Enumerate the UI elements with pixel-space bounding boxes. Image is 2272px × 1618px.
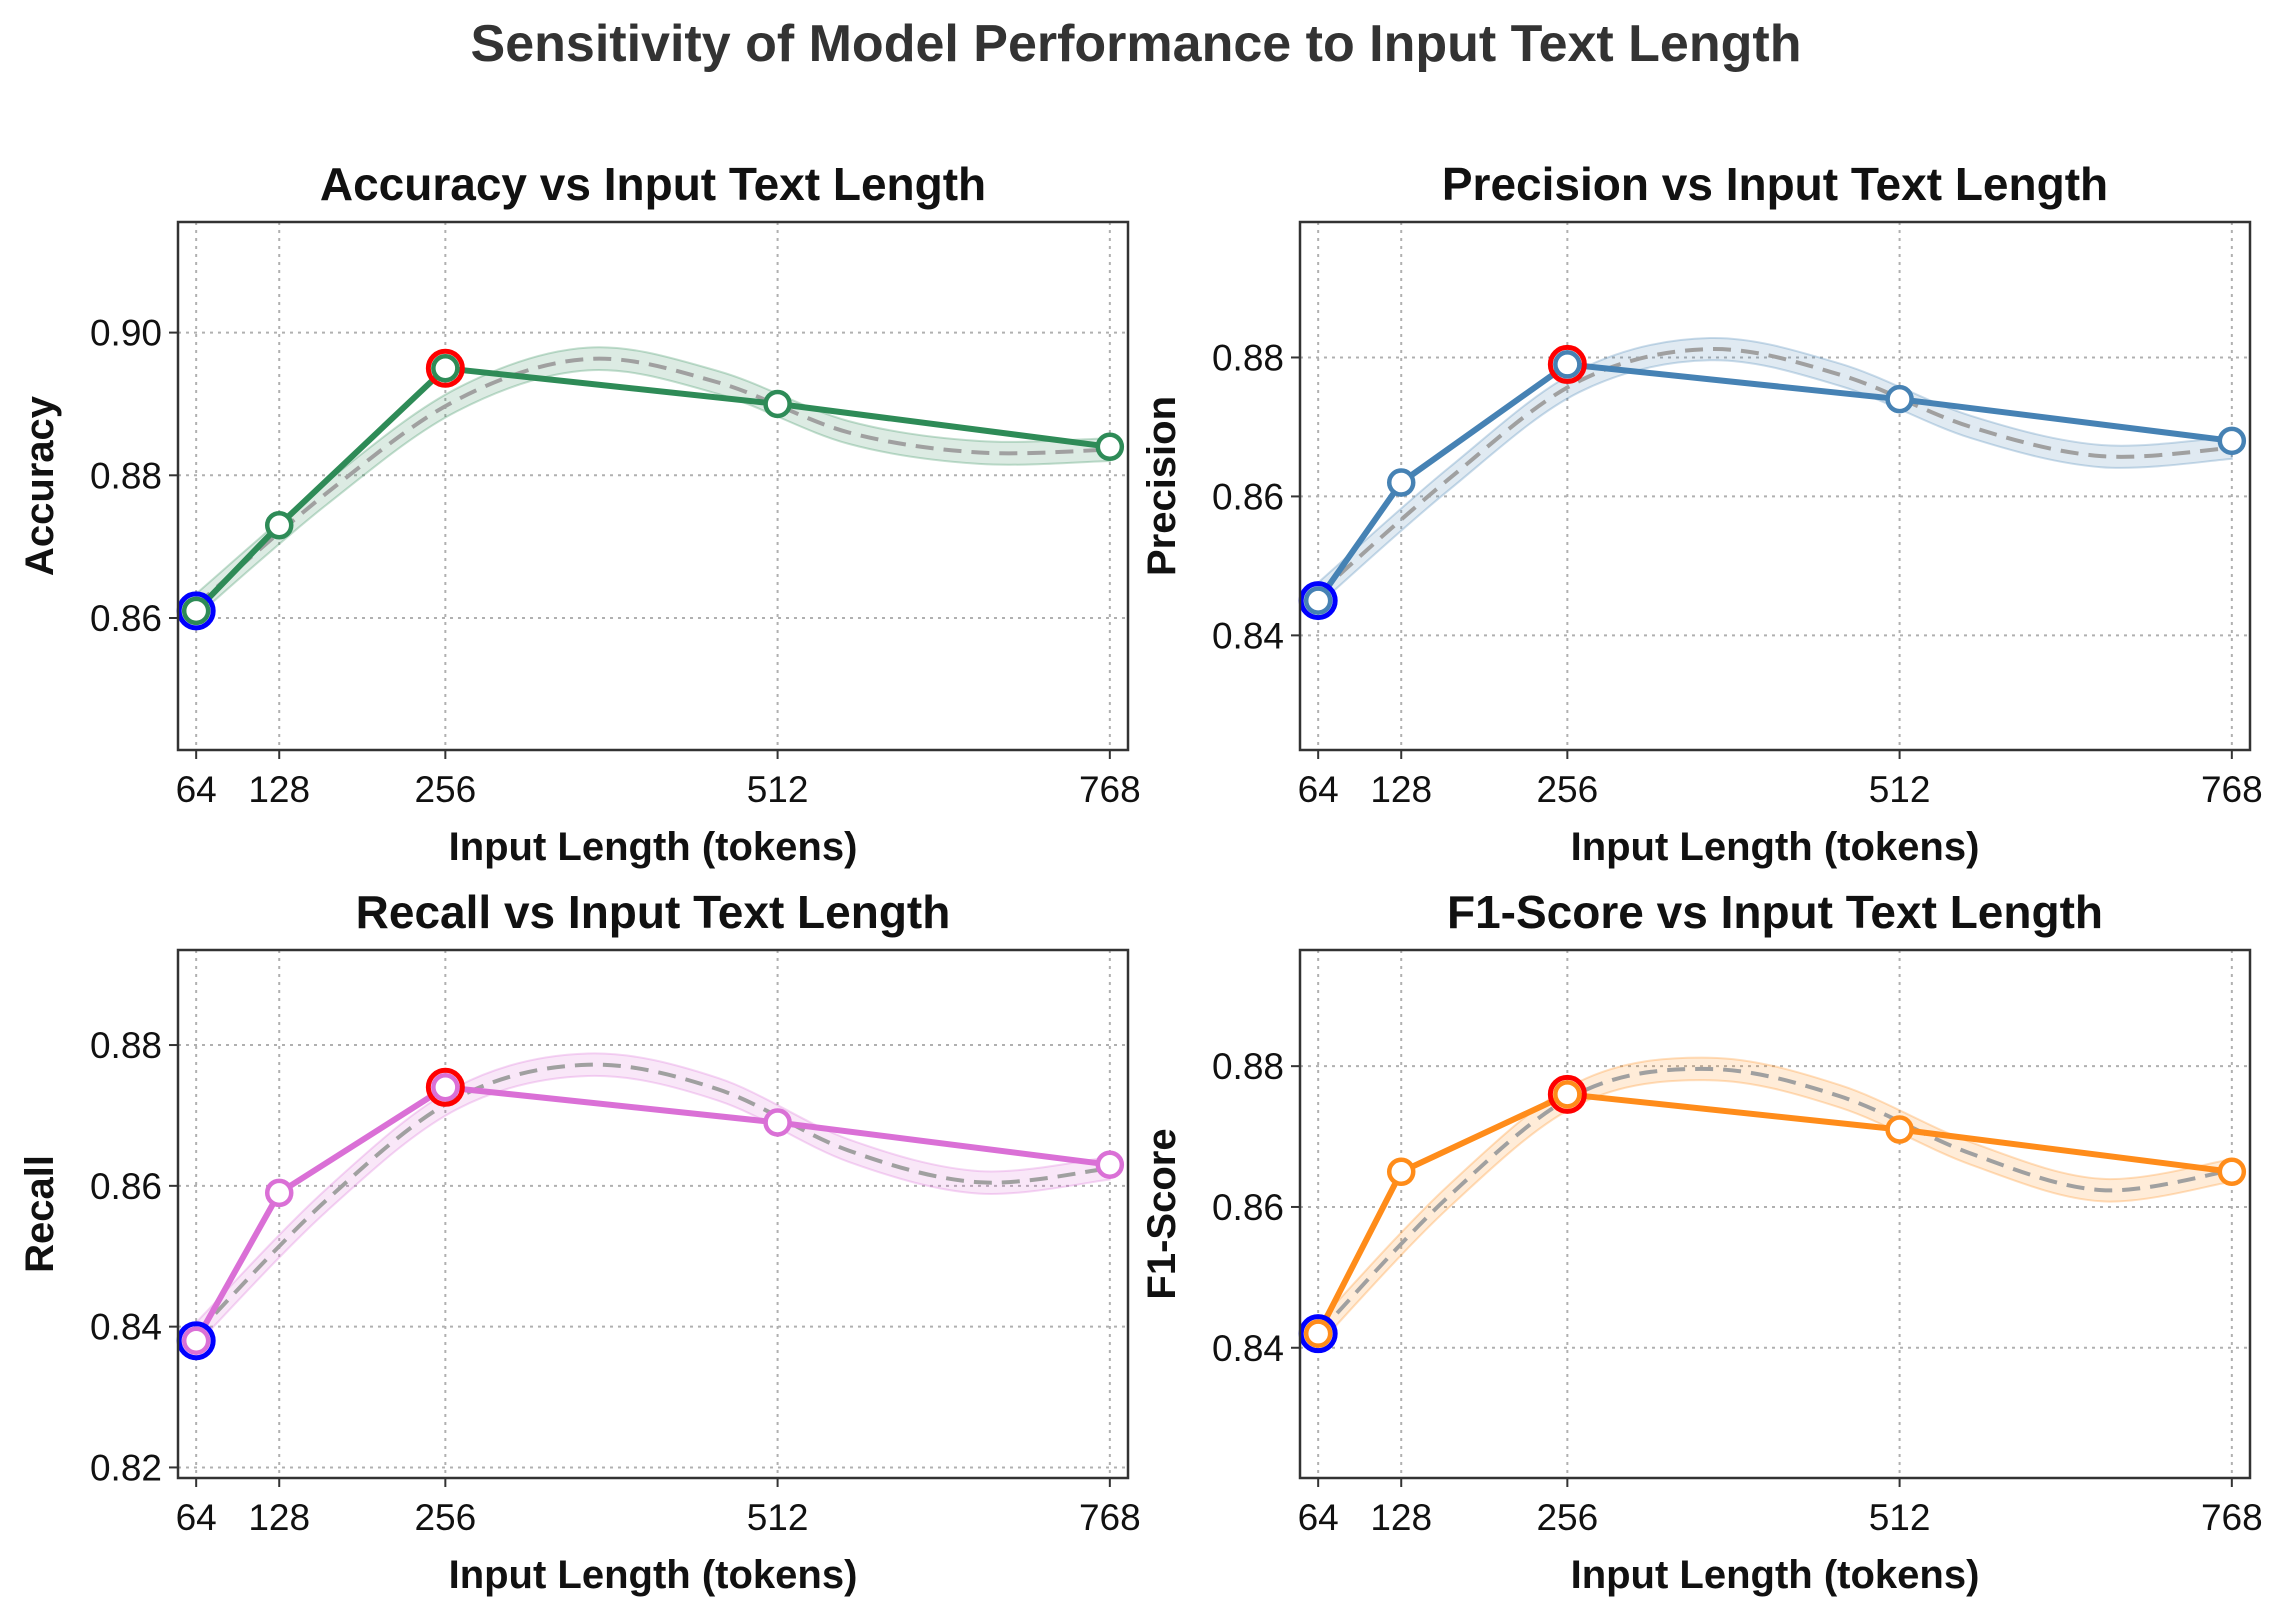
data-point — [1095, 1150, 1125, 1179]
x-tick-label: 64 — [176, 1497, 217, 1538]
y-axis-label: Precision — [1140, 396, 1184, 576]
y-axis-label: F1-Score — [1140, 1128, 1184, 1299]
data-point — [1553, 1080, 1582, 1109]
data-point — [264, 1178, 294, 1208]
x-tick-label: 128 — [248, 1497, 310, 1538]
best-point-marker — [1547, 344, 1587, 384]
x-axis-label: Input Length (tokens) — [449, 825, 858, 869]
x-tick-label: 64 — [1298, 1497, 1339, 1538]
y-tick-label: 0.86 — [1212, 1187, 1284, 1228]
data-point — [1386, 468, 1416, 497]
trend-confidence-band — [195, 1052, 1111, 1348]
plot-frame — [176, 948, 1130, 1480]
x-axis-label: Input Length (tokens) — [449, 1553, 858, 1597]
data-point — [1885, 384, 1914, 414]
subplot-2: 64 128 256 512 768 0.84 0.86 0.88 Precision vs I… — [1140, 158, 2263, 869]
x-tick-label: 768 — [1079, 769, 1141, 810]
y-tick-label: 0.82 — [90, 1447, 162, 1488]
x-tick-label: 512 — [747, 769, 809, 810]
plot-frame — [176, 220, 1130, 752]
subplot-title: F1-Score vs Input Text Length — [1447, 886, 2103, 938]
y-axis-label: Accuracy — [18, 395, 62, 576]
data-point — [431, 1073, 460, 1102]
trend-confidence-band — [1317, 336, 2233, 608]
data-point — [2217, 1157, 2247, 1187]
y-tick-label: 0.86 — [1212, 476, 1284, 517]
trend-line — [194, 1062, 1111, 1336]
trend-line — [1316, 1066, 2233, 1336]
data-point — [431, 354, 460, 383]
data-point — [2217, 426, 2247, 456]
x-tick-label: 768 — [2201, 1497, 2263, 1538]
subplot-1: 64 128 256 512 768 0.86 0.88 0.90 Accuracy vs In… — [18, 158, 1141, 869]
y-axis-label: Recall — [18, 1155, 62, 1273]
x-tick-label: 768 — [2201, 769, 2263, 810]
best-point-marker — [425, 1067, 465, 1107]
subplot-4: 64 128 256 512 768 0.84 0.86 0.88 F1-Score vs In… — [1140, 886, 2263, 1597]
y-tick-label: 0.86 — [90, 598, 162, 639]
y-tick-label: 0.90 — [90, 313, 162, 354]
x-tick-label: 256 — [1536, 1497, 1598, 1538]
plot-area — [1300, 222, 2250, 750]
y-tick-label: 0.88 — [1212, 337, 1284, 378]
data-point — [181, 596, 211, 626]
x-tick-label: 768 — [1079, 1497, 1141, 1538]
figure-title: Sensitivity of Model Performance to Inpu… — [470, 15, 1802, 73]
subplot-title: Recall vs Input Text Length — [356, 886, 951, 938]
y-tick-label: 0.84 — [90, 1307, 162, 1348]
trend-line — [194, 356, 1110, 607]
x-tick-label: 256 — [414, 1497, 476, 1538]
data-point — [1553, 350, 1582, 379]
data-point — [1885, 1115, 1914, 1144]
data-point — [763, 1108, 792, 1137]
x-tick-label: 512 — [1869, 769, 1931, 810]
data-point — [1303, 586, 1333, 615]
data-point — [763, 389, 792, 419]
plot-area — [178, 950, 1128, 1478]
data-point — [264, 510, 294, 540]
y-tick-label: 0.88 — [90, 455, 162, 496]
data-point — [1095, 432, 1125, 462]
best-point-marker — [425, 348, 465, 388]
y-tick-label: 0.84 — [1212, 615, 1284, 656]
plot-frame — [1298, 948, 2252, 1480]
x-tick-label: 128 — [248, 769, 310, 810]
trend-line — [1316, 347, 2232, 596]
x-tick-label: 64 — [1298, 769, 1339, 810]
data-point — [1386, 1157, 1416, 1187]
plot-area — [1300, 950, 2250, 1478]
data-point — [1303, 1319, 1333, 1348]
x-tick-label: 512 — [747, 1497, 809, 1538]
subplot-title: Accuracy vs Input Text Length — [320, 158, 986, 210]
x-axis-label: Input Length (tokens) — [1571, 825, 1980, 869]
x-tick-label: 128 — [1370, 1497, 1432, 1538]
data-point — [181, 1326, 211, 1355]
x-tick-label: 128 — [1370, 769, 1432, 810]
y-tick-label: 0.88 — [1212, 1046, 1284, 1087]
x-tick-label: 64 — [176, 769, 217, 810]
x-tick-label: 256 — [414, 769, 476, 810]
x-tick-label: 256 — [1536, 769, 1598, 810]
x-axis-label: Input Length (tokens) — [1571, 1553, 1980, 1597]
y-tick-label: 0.84 — [1212, 1328, 1284, 1369]
plot-frame — [1298, 220, 2252, 752]
best-point-marker — [1547, 1074, 1587, 1114]
x-tick-label: 512 — [1869, 1497, 1931, 1538]
y-tick-label: 0.86 — [90, 1166, 162, 1207]
y-tick-label: 0.88 — [90, 1025, 162, 1066]
subplot-3: 64 128 256 512 768 0.82 0.84 0.86 0.88 Recall vs … — [18, 886, 1141, 1597]
subplot-title: Precision vs Input Text Length — [1442, 158, 2108, 210]
